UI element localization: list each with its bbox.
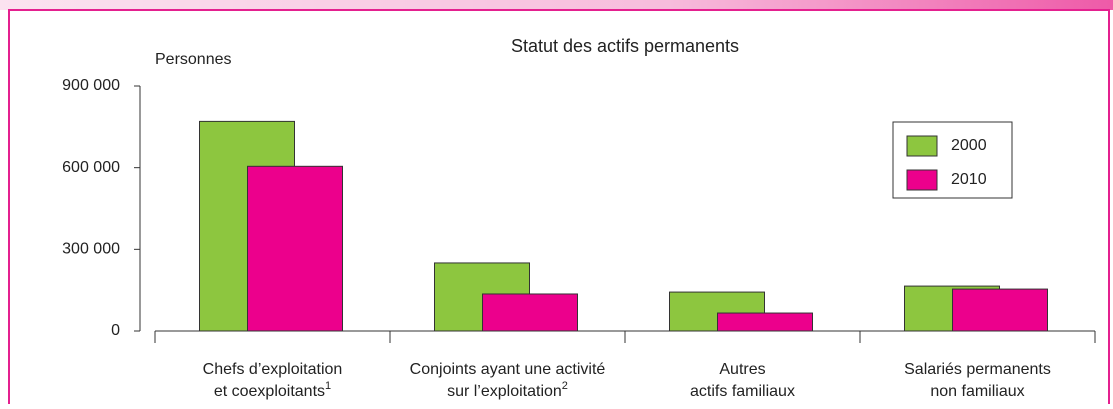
x-tick-label: sur l’exploitation2 — [447, 380, 568, 400]
legend-swatch — [906, 135, 938, 157]
y-tick-label: 600 000 — [62, 159, 120, 176]
x-tick-label: Salariés permanents — [904, 361, 1051, 378]
bar — [482, 293, 578, 332]
legend-swatch — [906, 169, 938, 191]
x-tick-label-line: Autres — [719, 361, 765, 378]
x-tick-label: non familiaux — [930, 383, 1024, 400]
x-tick-label-line: sur l’exploitation — [447, 383, 562, 400]
frame — [8, 9, 1110, 409]
bar — [247, 165, 343, 332]
y-tick-label: 0 — [111, 322, 120, 339]
x-tick-label-line: non familiaux — [930, 383, 1024, 400]
x-tick-label: et coexploitants1 — [214, 380, 331, 400]
legend-label: 2000 — [951, 137, 987, 154]
x-tick-label: Chefs d’exploitation — [203, 361, 343, 378]
x-tick-label-line: actifs familiaux — [690, 383, 795, 400]
y-tick-label: 900 000 — [62, 77, 120, 94]
x-tick-label: Autres — [719, 361, 765, 378]
y-tick-label: 300 000 — [62, 241, 120, 258]
header-band — [0, 0, 1113, 10]
legend-label: 2010 — [951, 171, 987, 188]
x-tick-label: actifs familiaux — [690, 383, 795, 400]
y-axis-label: Personnes — [155, 51, 232, 68]
x-tick-label-line: et coexploitants — [214, 383, 325, 400]
footnote-mark: 1 — [325, 380, 331, 392]
chart-title: Statut des actifs permanents — [511, 36, 739, 56]
bar — [717, 312, 813, 332]
bar — [952, 288, 1048, 332]
x-tick-label-line: Salariés permanents — [904, 361, 1051, 378]
footnote-mark: 2 — [562, 380, 568, 392]
x-tick-label: Conjoints ayant une activité — [410, 361, 606, 378]
x-tick-label-line: Chefs d’exploitation — [203, 361, 343, 378]
x-tick-label-line: Conjoints ayant une activité — [410, 361, 606, 378]
